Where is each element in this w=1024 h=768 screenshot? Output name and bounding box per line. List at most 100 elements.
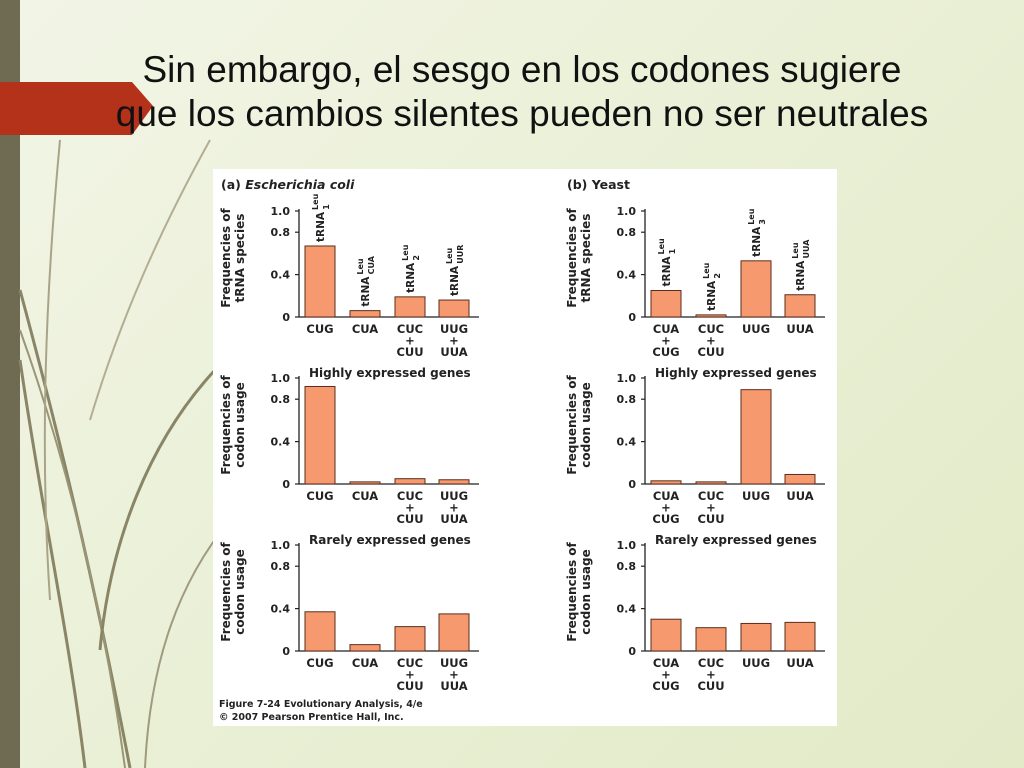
x-tick-label: CUA + CUG — [652, 489, 679, 526]
y-axis-label: Frequencies oftRNA species — [565, 207, 593, 307]
y-tick-label: 1.0 — [271, 372, 291, 385]
bar-uug-uua — [438, 613, 470, 652]
trna-label: tRNALeu 1 — [657, 238, 677, 287]
trna-label: tRNALeu CUA — [356, 255, 376, 306]
trna-label: tRNALeu 1 — [311, 193, 331, 242]
x-tick-label: UUG — [742, 656, 770, 670]
slide-left-bar — [0, 0, 20, 768]
x-tick-label: UUG + UUA — [440, 656, 468, 693]
y-tick-label: 1.0 — [617, 539, 637, 552]
panel-title: (a) Escherichia coli — [221, 177, 355, 192]
x-tick-label: CUA — [352, 656, 378, 670]
y-axis-label: Frequencies ofcodon usage — [219, 374, 247, 474]
x-tick-label: CUC + CUU — [396, 489, 423, 526]
y-tick-label: 0.8 — [271, 560, 291, 573]
bar-uug-uua — [438, 479, 470, 485]
figure-caption-line-2: © 2007 Pearson Prentice Hall, Inc. — [219, 712, 404, 723]
chart-panel-3: Highly expressed genes Frequencies ofcodo… — [219, 366, 479, 526]
figure-canvas: (a) Escherichia coli Frequencies oftRNA s… — [219, 177, 825, 723]
x-tick-label: UUA — [786, 489, 813, 503]
y-tick-label: 0.4 — [617, 269, 637, 282]
bar-uug-uua — [438, 299, 470, 318]
bar-cuc-cuu — [695, 481, 727, 485]
bar-uug — [740, 260, 772, 318]
x-tick-label: UUG — [742, 322, 770, 336]
y-tick-label: 0.4 — [271, 603, 291, 616]
panel-title: (b) Yeast — [567, 177, 630, 192]
x-tick-label: CUC + CUU — [697, 656, 724, 693]
y-tick-label: 0 — [282, 645, 290, 658]
bar-uua — [784, 473, 816, 485]
slide-title-line-2: que los cambios silentes pueden no ser n… — [115, 93, 929, 134]
x-tick-label: CUA — [352, 489, 378, 503]
bar-cug — [304, 245, 336, 318]
y-axis-label: Frequencies ofcodon usage — [565, 541, 593, 641]
y-tick-label: 0 — [628, 478, 636, 491]
y-tick-label: 0.4 — [617, 603, 637, 616]
bar-cua — [349, 310, 381, 318]
trna-label: tRNALeu 2 — [401, 244, 421, 293]
x-tick-label: UUG — [742, 489, 770, 503]
y-tick-label: 1.0 — [617, 205, 637, 218]
y-tick-label: 0.8 — [617, 560, 637, 573]
y-tick-label: 1.0 — [271, 205, 291, 218]
slide-title-line-1: Sin embargo, el sesgo en los codones sug… — [142, 49, 902, 90]
bar-uua — [784, 621, 816, 652]
x-tick-label: CUC + CUU — [396, 656, 423, 693]
x-tick-label: CUC + CUU — [697, 322, 724, 359]
bar-cua — [349, 481, 381, 485]
bar-cuc-cuu — [394, 626, 426, 652]
bar-cuc-cuu — [695, 627, 727, 652]
y-tick-label: 1.0 — [617, 372, 637, 385]
y-tick-label: 0.4 — [617, 436, 637, 449]
x-tick-label: CUG — [306, 322, 333, 336]
panel-subtitle: Highly expressed genes — [309, 366, 471, 380]
y-tick-label: 0.8 — [271, 393, 291, 406]
bar-cug — [304, 611, 336, 652]
chart-panel-4: Highly expressed genes Frequencies ofcodo… — [565, 366, 825, 526]
y-tick-label: 0 — [282, 478, 290, 491]
trna-label: tRNALeu UUR — [445, 245, 465, 296]
y-tick-label: 1.0 — [271, 539, 291, 552]
slide-title: Sin embargo, el sesgo en los codones sug… — [40, 48, 1004, 136]
x-tick-label: CUC + CUU — [396, 322, 423, 359]
bar-cuc-cuu — [394, 296, 426, 318]
trna-label: tRNALeu UUA — [791, 239, 811, 291]
bar-cua-cug — [650, 618, 682, 652]
x-tick-label: CUA + CUG — [652, 656, 679, 693]
y-axis-label: Frequencies oftRNA species — [219, 207, 247, 307]
y-tick-label: 0 — [282, 311, 290, 324]
bar-uug — [740, 622, 772, 652]
bar-cuc-cuu — [394, 478, 426, 485]
x-tick-label: CUC + CUU — [697, 489, 724, 526]
y-tick-label: 0.8 — [617, 226, 637, 239]
x-tick-label: CUG — [306, 489, 333, 503]
chart-panel-1: (a) Escherichia coli Frequencies oftRNA s… — [219, 177, 479, 359]
y-axis-label: Frequencies ofcodon usage — [219, 541, 247, 641]
accent-arrow-icon — [0, 82, 153, 135]
bar-cug — [304, 385, 336, 485]
x-tick-label: CUA + CUG — [652, 322, 679, 359]
chart-panel-6: Rarely expressed genes Frequencies ofcodo… — [565, 533, 825, 693]
y-tick-label: 0 — [628, 311, 636, 324]
trna-label: tRNALeu 3 — [747, 208, 767, 257]
bar-cua-cug — [650, 290, 682, 318]
x-tick-label: CUA — [352, 322, 378, 336]
x-tick-label: UUG + UUA — [440, 322, 468, 359]
figure-caption-line-1: Figure 7-24 Evolutionary Analysis, 4/e — [219, 699, 423, 710]
panel-subtitle: Highly expressed genes — [655, 366, 817, 380]
y-tick-label: 0.8 — [617, 393, 637, 406]
bar-cua — [349, 644, 381, 652]
trna-label: tRNALeu 2 — [702, 262, 722, 311]
y-tick-label: 0 — [628, 645, 636, 658]
y-axis-label: Frequencies ofcodon usage — [565, 374, 593, 474]
bar-cua-cug — [650, 480, 682, 485]
chart-panel-5: Rarely expressed genes Frequencies ofcodo… — [219, 533, 479, 693]
figure-7-24: (a) Escherichia coli Frequencies oftRNA s… — [213, 169, 837, 726]
x-tick-label: UUA — [786, 322, 813, 336]
y-tick-label: 0.4 — [271, 269, 291, 282]
panel-subtitle: Rarely expressed genes — [655, 533, 817, 547]
y-tick-label: 0.4 — [271, 436, 291, 449]
x-tick-label: UUG + UUA — [440, 489, 468, 526]
bar-uug — [740, 389, 772, 485]
